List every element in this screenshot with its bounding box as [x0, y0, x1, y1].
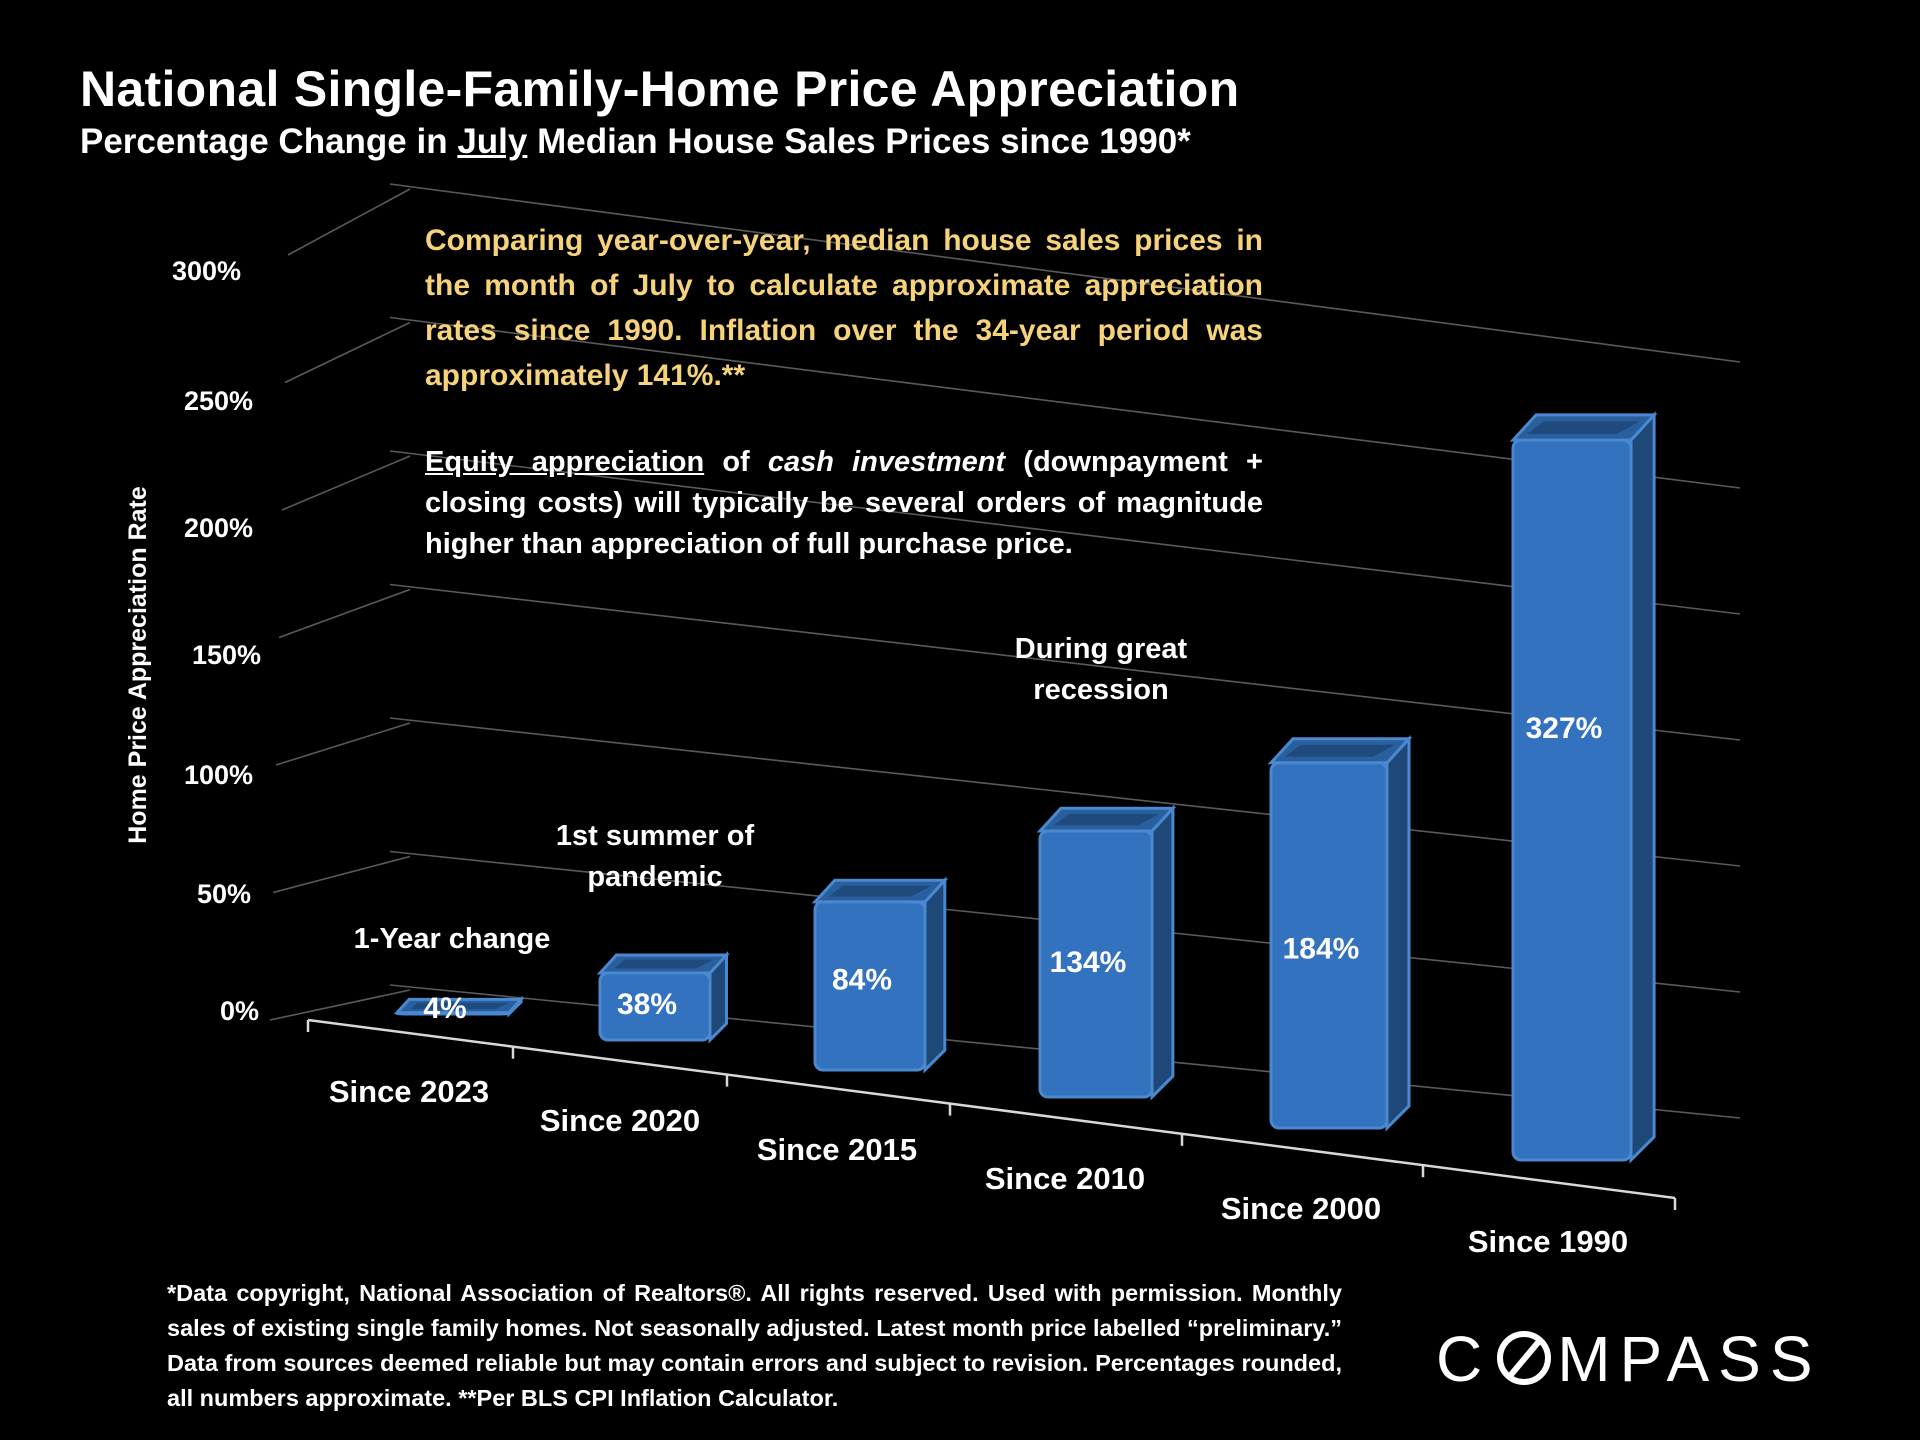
subtitle-month: July	[457, 122, 528, 161]
annotation-1-year-change: 1-Year change	[354, 923, 551, 955]
bar-value-label: 38%	[617, 988, 677, 1021]
x-category-label: Since 2023	[329, 1074, 489, 1109]
y-tick-label: 200%	[184, 513, 253, 543]
bar-value-label: 4%	[423, 992, 466, 1025]
bar-value-label: 327%	[1526, 712, 1603, 745]
bar-side	[1385, 734, 1411, 1132]
y-grid-left-250	[284, 321, 411, 384]
y-grid-left-150	[278, 588, 411, 639]
x-category-label: Since 2010	[985, 1161, 1145, 1196]
bar-top-inner	[1527, 421, 1640, 434]
footnote: *Data copyright, National Association of…	[167, 1280, 1342, 1411]
y-tick-label: 100%	[184, 760, 253, 790]
x-category-label: Since 2000	[1221, 1191, 1381, 1226]
chart-subtitle: Percentage Change in July Median House S…	[80, 122, 1191, 161]
bar-top-inner	[829, 885, 932, 897]
y-tick-label: 150%	[192, 640, 261, 670]
compass-logo: C MPASS	[1436, 1323, 1822, 1395]
y-tick-label: 50%	[197, 879, 251, 909]
y-axis-title: Home Price Appreciation Rate	[124, 486, 152, 844]
bar	[1511, 438, 1633, 1162]
annotation-recession-line1: During great	[1015, 633, 1188, 665]
y-tick-label: 0%	[220, 996, 259, 1026]
annotation-recession-line2: recession	[1033, 674, 1168, 706]
logo-o-glyph	[1497, 1331, 1552, 1385]
y-grid-back-300	[389, 183, 1741, 363]
bar-side	[1629, 411, 1656, 1164]
bar-side	[923, 876, 947, 1074]
bar-value-label: 134%	[1050, 946, 1127, 979]
bar-value-label: 184%	[1283, 932, 1360, 965]
bar-side	[1150, 804, 1175, 1101]
bar-top-inner	[1054, 813, 1160, 826]
bar-top-inner	[1285, 744, 1395, 757]
annotation-pandemic-line1: 1st summer of	[556, 820, 755, 852]
y-grid-left-50	[272, 855, 411, 894]
x-axis-line	[307, 1018, 1676, 1200]
x-category-label: Since 2020	[540, 1103, 700, 1138]
y-grid-left-0	[269, 989, 411, 1021]
annotation-pandemic-line2: pandemic	[587, 861, 722, 893]
y-tick-label: 300%	[172, 256, 241, 286]
y-tick-label: 250%	[184, 386, 253, 416]
y-grid-left-300	[287, 188, 411, 256]
chart-title: National Single-Family-Home Price Apprec…	[80, 61, 1240, 117]
equity-note: Equity appreciation of cash investment (…	[425, 446, 1263, 560]
y-grid-left-200	[281, 455, 411, 511]
x-category-label: Since 2015	[757, 1132, 917, 1167]
bar-top-inner	[614, 959, 714, 969]
bar-value-label: 84%	[832, 963, 892, 996]
inflation-note: Comparing year-over-year, median house s…	[425, 224, 1263, 392]
x-category-label: Since 1990	[1468, 1224, 1628, 1259]
bar-top-inner	[411, 1002, 510, 1010]
y-grid-left-100	[275, 722, 411, 766]
